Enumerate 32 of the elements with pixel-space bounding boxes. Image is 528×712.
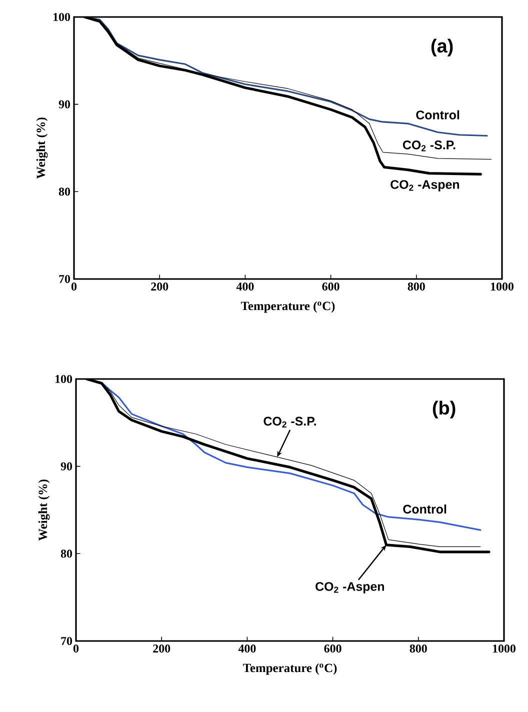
x-tick-label: 800 <box>410 644 427 653</box>
series-label: Control <box>416 110 460 120</box>
y-tick-label: 70 <box>61 636 72 646</box>
y-axis-title: Weight (%) <box>36 118 48 179</box>
x-tick-label: 200 <box>153 644 170 653</box>
x-tick-label: 1000 <box>491 282 514 291</box>
text: CO$_{2}$ -Aspen <box>316 582 384 594</box>
x-tick-label: 0 <box>71 282 77 291</box>
text: (a) <box>431 38 453 56</box>
series-label: CO$_{2}$ -S.P. <box>402 140 456 152</box>
y-tick-label: 70 <box>59 274 70 284</box>
y-tick-label: 100 <box>54 12 70 22</box>
x-tick-label: 400 <box>236 282 254 291</box>
text: (b) <box>432 400 456 418</box>
x-tick-label: 600 <box>322 282 340 291</box>
y-tick-label: 100 <box>56 374 72 384</box>
x-tick-label: 0 <box>73 644 79 653</box>
x-tick-label: 200 <box>151 282 168 291</box>
x-axis-title: Temperature ($^{o}$C) <box>240 301 335 313</box>
series-label: CO$_{2}$ -Aspen <box>390 180 460 192</box>
y-tick-label: 80 <box>58 188 70 196</box>
x-tick-label: 400 <box>238 644 256 653</box>
y-axis-title: Weight (%) <box>38 480 50 541</box>
text: CO$_{2}$ -S.P. <box>264 416 316 428</box>
x-tick-label: 1000 <box>493 644 516 653</box>
x-tick-label: 600 <box>324 644 342 653</box>
x-tick-label: 800 <box>408 282 425 291</box>
y-tick-label: 90 <box>60 462 72 470</box>
y-tick-label: 80 <box>60 550 72 558</box>
y-tick-label: 90 <box>58 100 70 108</box>
x-axis-title: Temperature ($^{o}$C) <box>242 663 337 675</box>
series-label: Control <box>403 504 446 514</box>
